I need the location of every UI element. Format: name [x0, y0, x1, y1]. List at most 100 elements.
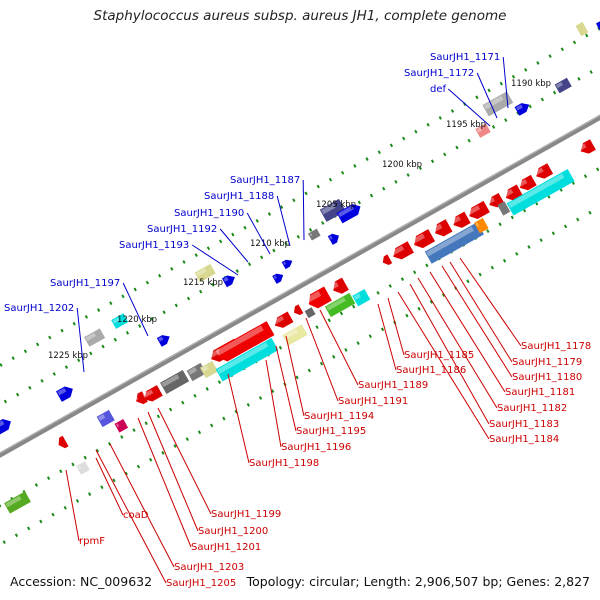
reverse-gene-4-highlight — [98, 414, 106, 421]
forward-gene-2-shape — [55, 386, 73, 402]
reverse-gene-label: SaurJH1_1189 — [358, 380, 428, 391]
reverse-gene-label: SaurJH1_1196 — [281, 442, 351, 453]
reverse-gene-15 — [282, 324, 308, 346]
reverse-gene-label: SaurJH1_1205 — [166, 578, 236, 589]
reverse-gene-12 — [215, 321, 275, 362]
reverse-gene-1-shape — [4, 491, 31, 514]
forward-gene-label: SaurJH1_1190 — [174, 208, 244, 219]
reverse-gene-21 — [352, 289, 371, 307]
reverse-gene-30-highlight — [518, 179, 528, 187]
reverse-gene-30 — [518, 174, 537, 191]
forward-gene-14 — [475, 123, 491, 138]
reverse-gene-27 — [467, 200, 490, 220]
forward-gene-label: SaurJH1_1193 — [119, 240, 189, 251]
reverse-gene-14-highlight — [273, 315, 285, 325]
reverse-gene-7-shape — [144, 385, 163, 402]
forward-gene-18-shape — [575, 21, 589, 37]
reverse-leader-line — [227, 373, 250, 464]
reverse-gene-31 — [534, 163, 554, 179]
reverse-leader-line — [147, 411, 199, 532]
forward-leader-line — [219, 228, 249, 263]
reverse-gene-31-shape — [536, 163, 554, 179]
reverse-gene-5 — [114, 418, 129, 433]
forward-gene-10-shape — [307, 228, 321, 241]
forward-gene-15 — [482, 91, 514, 117]
reverse-gene-3-shape — [76, 461, 90, 475]
reverse-leader-line — [417, 277, 498, 409]
reverse-gene-6-shape — [136, 391, 148, 405]
reverse-gene-1-highlight — [5, 495, 22, 508]
forward-gene-2 — [55, 386, 73, 402]
reverse-gene-20-highlight — [331, 281, 339, 290]
reverse-gene-12-highlight — [215, 325, 264, 356]
reverse-gene-7 — [142, 385, 163, 402]
reverse-gene-16 — [293, 304, 304, 316]
reverse-gene-26-highlight — [451, 215, 461, 224]
forward-gene-4 — [111, 313, 129, 329]
reverse-leader-line — [459, 257, 522, 347]
reverse-gene-23-shape — [393, 241, 414, 260]
reverse-gene-13-shape — [215, 337, 279, 382]
reverse-gene-5-shape — [114, 418, 129, 433]
forward-gene-5-highlight — [158, 336, 164, 342]
reverse-gene-18-highlight — [306, 290, 322, 303]
forward-gene-3-shape — [84, 328, 106, 347]
reverse-gene-3 — [76, 461, 90, 475]
forward-gene-12-highlight — [321, 203, 336, 215]
outer-tick-row — [0, 26, 600, 368]
forward-gene-17 — [554, 77, 572, 94]
reverse-leader-line — [137, 417, 192, 548]
forward-leader-line — [447, 88, 491, 127]
reverse-gene-15-shape — [282, 324, 308, 346]
reverse-gene-4 — [96, 409, 115, 428]
reverse-gene-10 — [199, 360, 219, 379]
reverse-gene-35-shape — [506, 169, 575, 216]
kbp-label: 1215 kbp — [183, 278, 223, 288]
forward-tick-row — [0, 65, 600, 407]
genome-backbone — [0, 114, 600, 458]
forward-gene-3 — [84, 328, 106, 347]
reverse-gene-15-highlight — [283, 328, 299, 340]
reverse-tick-row — [0, 166, 600, 508]
reverse-gene-27-highlight — [467, 205, 481, 215]
reverse-gene-24 — [412, 229, 436, 249]
reverse-gene-5-highlight — [115, 423, 120, 428]
reverse-gene-label: SaurJH1_1181 — [505, 387, 575, 398]
reverse-gene-6 — [134, 391, 148, 405]
reverse-gene-17 — [304, 307, 316, 319]
reverse-gene-8-highlight — [161, 374, 180, 388]
reverse-gene-14 — [273, 311, 294, 328]
forward-gene-label: SaurJH1_1187 — [230, 175, 300, 186]
forward-gene-19-shape — [595, 21, 600, 31]
forward-gene-label: SaurJH1_1172 — [404, 68, 474, 79]
reverse-gene-26 — [451, 211, 471, 228]
kbp-label: 1210 kbp — [250, 239, 290, 249]
reverse-leader-line — [387, 297, 405, 356]
reverse-gene-18-shape — [308, 286, 332, 309]
reverse-gene-19-shape — [324, 292, 356, 318]
forward-gene-5-shape — [156, 335, 170, 347]
reverse-gene-33 — [474, 217, 489, 234]
forward-gene-10-highlight — [309, 232, 313, 237]
reverse-gene-19 — [324, 292, 356, 318]
reverse-leader-line — [285, 335, 305, 417]
reverse-gene-25-shape — [435, 219, 453, 237]
forward-gene-label: SaurJH1_1192 — [147, 224, 217, 235]
reverse-gene-8 — [160, 369, 190, 395]
forward-gene-4-shape — [111, 313, 129, 329]
reverse-gene-label: SaurJH1_1178 — [521, 341, 591, 352]
reverse-gene-16-shape — [293, 304, 304, 316]
reverse-gene-34-shape — [497, 201, 511, 216]
forward-gene-16-highlight — [515, 104, 523, 111]
reverse-gene-29-highlight — [504, 188, 514, 197]
forward-gene-14-shape — [475, 123, 491, 138]
forward-leader-line — [302, 179, 305, 241]
reverse-gene-20 — [331, 277, 349, 294]
reverse-gene-18 — [306, 286, 332, 309]
reverse-gene-21-highlight — [353, 293, 361, 300]
forward-gene-11-shape — [327, 233, 339, 245]
reverse-gene-13-highlight — [217, 342, 269, 374]
forward-gene-label: SaurJH1_1171 — [430, 52, 500, 63]
forward-gene-9-highlight — [283, 261, 287, 265]
reverse-gene-31-highlight — [534, 167, 544, 176]
